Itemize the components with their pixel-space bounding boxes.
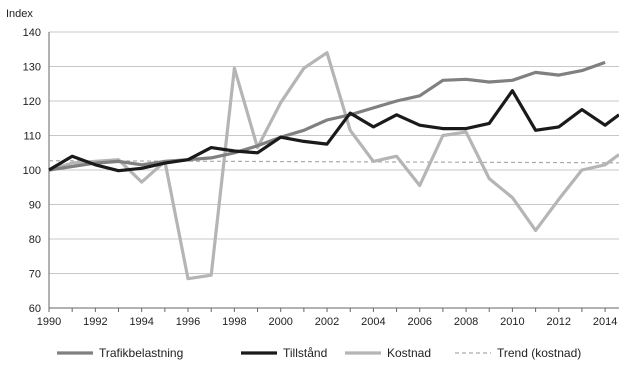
- y-tick-label: 100: [23, 165, 41, 177]
- y-tick-label: 120: [23, 96, 41, 108]
- x-tick-label: 1994: [129, 316, 153, 328]
- x-tick-label: 2010: [500, 316, 524, 328]
- x-tick-label: 1996: [176, 316, 200, 328]
- y-tick-label: 70: [29, 269, 41, 281]
- y-tick-label: 110: [23, 131, 41, 143]
- legend-label: Trend (kostnad): [497, 346, 581, 360]
- x-tick-label: 1990: [37, 316, 61, 328]
- y-tick-label: 80: [29, 234, 41, 246]
- y-axis-title: Index: [6, 8, 33, 20]
- y-tick-label: 60: [29, 303, 41, 315]
- legend-label: Kostnad: [387, 346, 431, 360]
- y-tick-label: 140: [23, 27, 41, 39]
- x-tick-label: 2014: [593, 316, 617, 328]
- series-line-kostnad: [48, 51, 619, 281]
- x-tick-label: 1998: [222, 316, 246, 328]
- legend-label: Tillstånd: [283, 346, 327, 360]
- x-axis-ticks: 1990 1992 1994 1996 1998 2000 2002 2004 2006 2008…: [37, 308, 617, 328]
- legend-label: Trafikbelastning: [99, 346, 183, 360]
- legend: Trafikbelastning Tillstånd Kostnad Trend (k…: [57, 346, 581, 360]
- x-tick-label: 2000: [268, 316, 292, 328]
- y-axis-ticks: 60 70 80 90 100 110 120 130 140: [23, 27, 41, 315]
- series-layer: [48, 51, 619, 281]
- x-tick-label: 2012: [547, 316, 571, 328]
- x-tick-label: 2006: [407, 316, 431, 328]
- series-line-tillst-nd: [48, 89, 619, 173]
- y-tick-label: 130: [23, 62, 41, 74]
- x-tick-label: 1992: [83, 316, 107, 328]
- x-tick-label: 2004: [361, 316, 385, 328]
- series-line-trafikbelastning: [48, 60, 606, 172]
- x-tick-label: 2002: [315, 316, 339, 328]
- y-tick-label: 90: [29, 200, 41, 212]
- x-tick-label: 2008: [454, 316, 478, 328]
